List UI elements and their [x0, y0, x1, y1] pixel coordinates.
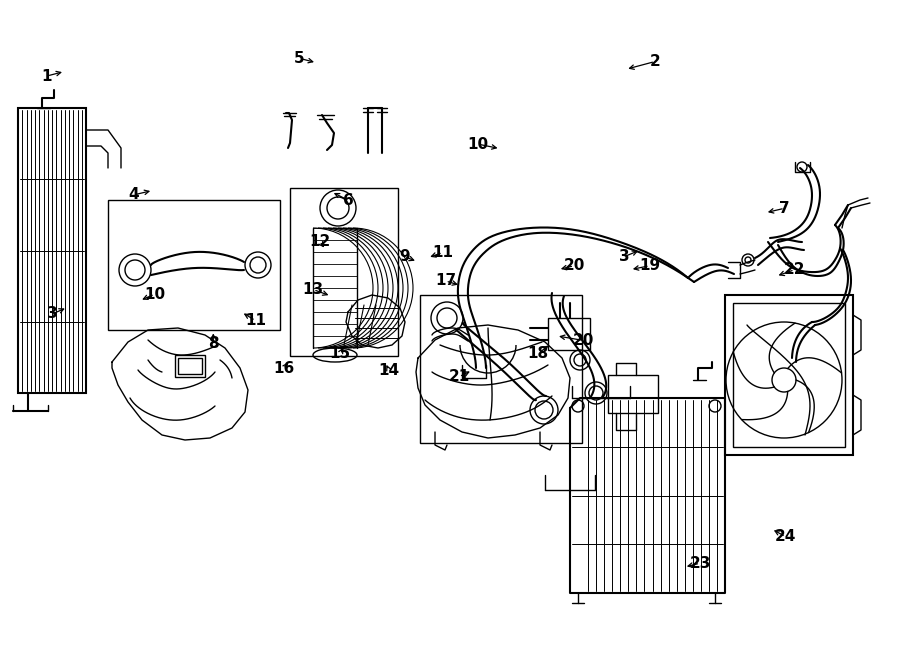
Text: 19: 19 — [639, 258, 661, 273]
Text: 21: 21 — [448, 369, 470, 384]
Text: 5: 5 — [293, 51, 304, 65]
Bar — [108, 200, 280, 330]
Text: 2: 2 — [650, 54, 661, 69]
Text: 18: 18 — [527, 346, 549, 361]
Text: 24: 24 — [775, 529, 796, 544]
Text: 3: 3 — [47, 307, 58, 321]
Bar — [290, 188, 398, 356]
Text: 9: 9 — [399, 249, 410, 264]
Bar — [733, 303, 845, 447]
Text: 22: 22 — [784, 262, 806, 277]
Bar — [548, 318, 590, 350]
Text: 20: 20 — [572, 333, 594, 348]
Text: 20: 20 — [563, 258, 585, 273]
Text: 11: 11 — [245, 313, 266, 328]
Text: 10: 10 — [467, 137, 489, 151]
Text: 3: 3 — [619, 249, 630, 264]
Text: 16: 16 — [273, 362, 294, 376]
Text: 4: 4 — [128, 188, 139, 202]
Bar — [608, 375, 658, 413]
Bar — [178, 358, 202, 374]
Text: 1: 1 — [41, 69, 52, 83]
Text: 8: 8 — [208, 336, 219, 351]
Text: 23: 23 — [689, 556, 711, 570]
Text: 10: 10 — [144, 287, 166, 301]
Bar — [725, 295, 853, 455]
Bar — [175, 355, 205, 377]
Bar — [420, 295, 582, 443]
Text: 15: 15 — [329, 346, 351, 361]
Text: 7: 7 — [779, 201, 790, 215]
Bar — [18, 108, 86, 393]
Text: 11: 11 — [432, 245, 454, 260]
Text: 12: 12 — [309, 234, 330, 249]
Text: 17: 17 — [435, 274, 456, 288]
Text: 13: 13 — [302, 282, 324, 297]
Text: 6: 6 — [343, 193, 354, 208]
Text: 14: 14 — [378, 363, 400, 377]
